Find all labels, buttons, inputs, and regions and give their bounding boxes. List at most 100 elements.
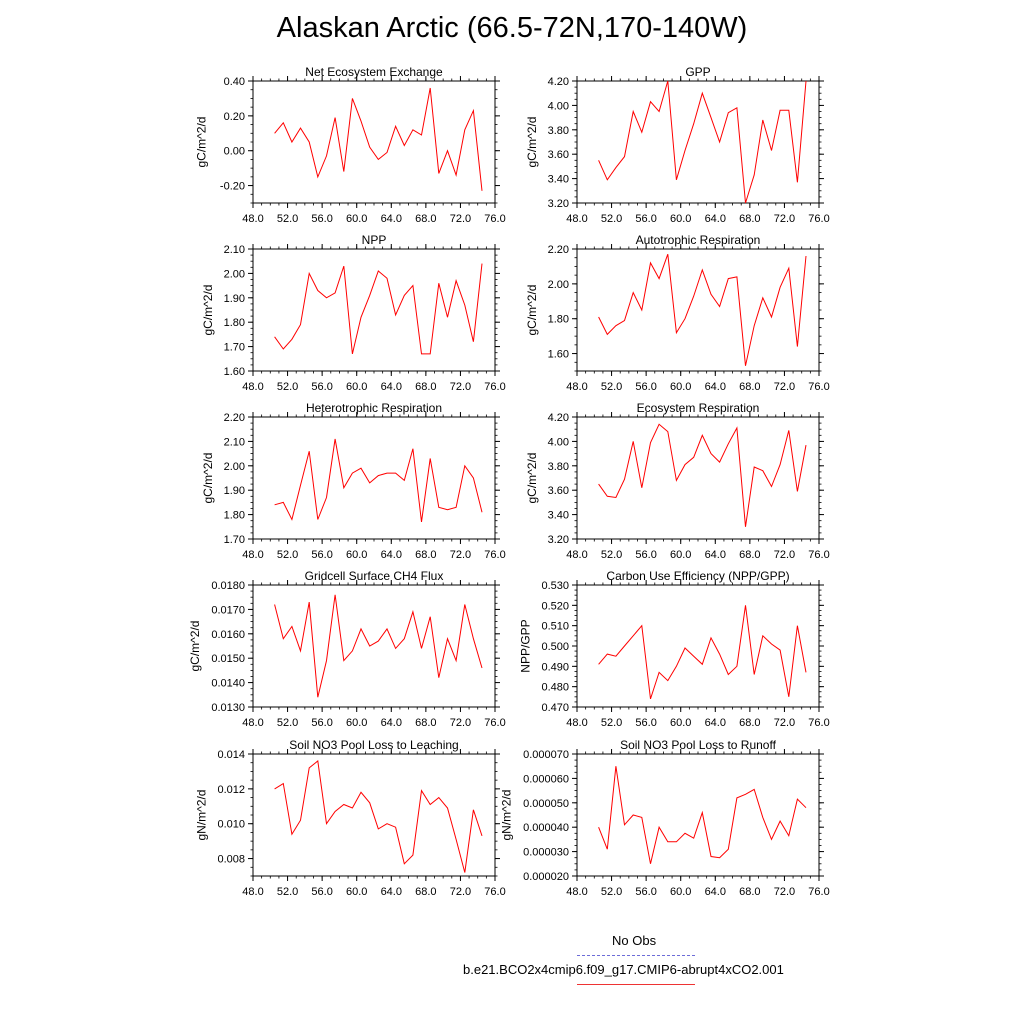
y-tick-label: 0.40 [224,76,245,88]
x-tick-label: 76.0 [484,717,505,729]
x-tick-label: 60.0 [670,213,691,225]
x-tick-label: 64.0 [705,381,726,393]
x-tick-label: 52.0 [277,381,298,393]
y-tick-label: 0.470 [541,702,569,714]
y-tick-label: 0.480 [541,682,569,694]
x-tick-label: 52.0 [601,381,622,393]
x-tick-label: 52.0 [601,213,622,225]
x-tick-label: 56.0 [635,717,656,729]
x-tick-label: 64.0 [705,717,726,729]
y-tick-label: 0.000030 [523,847,569,859]
x-tick-label: 52.0 [277,549,298,561]
x-tick-label: 72.0 [450,549,471,561]
y-tick-label: 1.60 [224,366,245,378]
y-tick-label: 4.00 [548,100,569,112]
y-tick-label: 3.40 [548,174,569,186]
series-line [274,438,483,522]
page-title: Alaskan Arctic (66.5-72N,170-140W) [276,12,748,44]
y-tick-label: 0.000060 [523,773,569,785]
y-tick-label: 4.20 [548,76,569,88]
y-tick-label: 0.530 [541,580,569,592]
x-tick-label: 72.0 [450,886,471,898]
y-tick-label: 0.500 [541,641,569,653]
series-line [598,80,807,204]
plot-frame [576,248,820,372]
x-tick-label: 68.0 [415,886,436,898]
y-tick-label: 1.60 [548,349,569,361]
x-tick-label: 48.0 [566,381,587,393]
y-tick-label: 1.80 [548,314,569,326]
x-tick-label: 56.0 [311,381,332,393]
x-tick-label: 56.0 [311,717,332,729]
y-tick-label: 0.520 [541,600,569,612]
x-tick-label: 68.0 [415,549,436,561]
plot-frame [576,416,820,540]
x-tick-label: 48.0 [566,549,587,561]
y-axis-label: gN/m^2/d [195,790,209,841]
x-tick-label: 56.0 [635,549,656,561]
series-line [274,87,483,191]
x-tick-label: 56.0 [635,381,656,393]
y-tick-label: 0.510 [541,621,569,633]
series-line [598,423,807,527]
y-tick-label: 3.60 [548,485,569,497]
x-tick-label: 72.0 [774,886,795,898]
y-tick-label: 0.000040 [523,822,569,834]
plot-frame [252,80,496,204]
y-axis-label: gC/m^2/d [201,453,215,504]
plot-frame [576,584,820,708]
panel-title: GPP [685,65,710,79]
x-tick-label: 64.0 [381,213,402,225]
x-tick-label: 52.0 [601,886,622,898]
x-tick-label: 76.0 [808,381,829,393]
y-tick-label: 0.00 [224,146,245,158]
x-tick-label: 68.0 [739,886,760,898]
x-tick-label: 60.0 [670,381,691,393]
x-tick-label: 56.0 [635,886,656,898]
x-tick-label: 52.0 [601,717,622,729]
x-tick-label: 76.0 [808,213,829,225]
y-tick-label: 3.80 [548,125,569,137]
x-tick-label: 56.0 [635,213,656,225]
x-tick-label: 64.0 [705,549,726,561]
x-tick-label: 68.0 [739,717,760,729]
x-tick-label: 52.0 [277,717,298,729]
y-tick-label: 0.490 [541,661,569,673]
y-tick-label: 3.20 [548,534,569,546]
y-tick-label: 0.0170 [211,604,245,616]
x-tick-label: 64.0 [705,213,726,225]
x-tick-label: 60.0 [346,381,367,393]
y-tick-label: 2.20 [548,244,569,256]
series-line [598,605,807,700]
y-tick-label: 2.00 [224,268,245,280]
panel-title: NPP [362,233,387,247]
y-tick-label: 0.0150 [211,653,245,665]
x-tick-label: 60.0 [346,549,367,561]
x-tick-label: 72.0 [774,213,795,225]
y-tick-label: 0.0160 [211,629,245,641]
x-tick-label: 64.0 [381,549,402,561]
x-tick-label: 68.0 [415,213,436,225]
x-tick-label: 64.0 [381,381,402,393]
x-tick-label: 48.0 [566,213,587,225]
series-line [274,263,483,355]
y-tick-label: 4.20 [548,412,569,424]
series-line [274,594,483,698]
x-tick-label: 48.0 [242,549,263,561]
x-tick-label: 72.0 [450,381,471,393]
plot-frame [576,80,820,204]
panel-title: Carbon Use Efficiency (NPP/GPP) [606,569,789,583]
y-tick-label: 1.80 [224,510,245,522]
y-tick-label: 0.0130 [211,702,245,714]
legend-case-swatch [577,984,695,985]
x-tick-label: 60.0 [670,886,691,898]
plot-frame [252,416,496,540]
x-tick-label: 60.0 [346,213,367,225]
y-tick-label: 2.10 [224,244,245,256]
x-tick-label: 60.0 [670,717,691,729]
x-tick-label: 60.0 [346,717,367,729]
x-tick-label: 68.0 [415,717,436,729]
x-tick-label: 48.0 [242,717,263,729]
x-tick-label: 72.0 [450,213,471,225]
